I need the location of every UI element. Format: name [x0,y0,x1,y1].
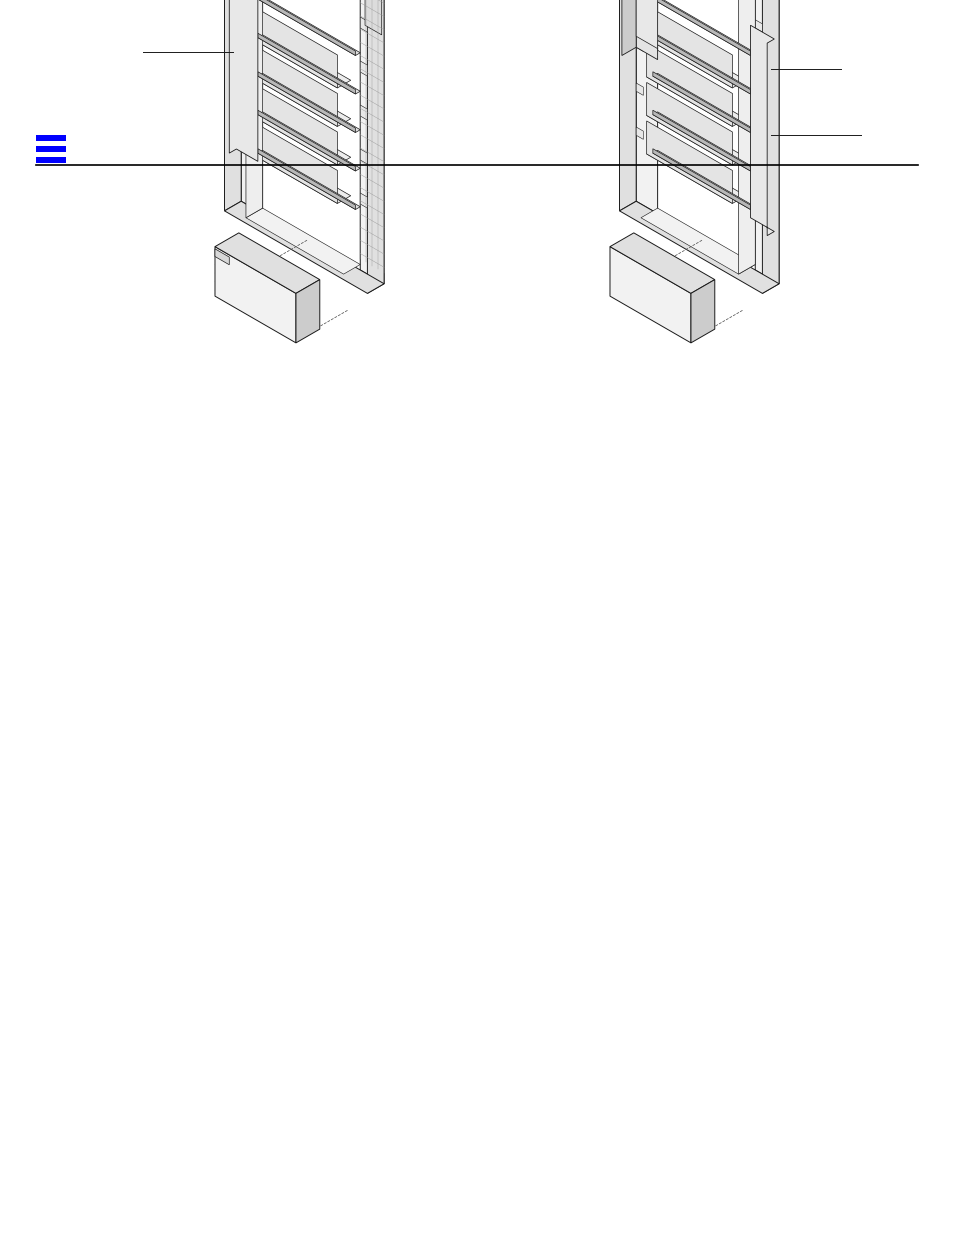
Polygon shape [755,107,761,120]
Polygon shape [224,201,384,294]
Polygon shape [252,31,351,88]
Polygon shape [214,233,319,294]
Polygon shape [652,110,750,170]
Polygon shape [252,146,351,204]
Polygon shape [241,127,248,140]
Polygon shape [636,0,657,59]
Polygon shape [636,0,657,214]
Polygon shape [652,35,755,94]
Polygon shape [609,247,690,343]
Polygon shape [295,279,319,343]
Polygon shape [367,0,384,294]
Polygon shape [646,121,732,204]
Polygon shape [360,17,367,32]
Polygon shape [761,0,779,294]
Polygon shape [636,127,642,140]
Polygon shape [214,248,229,264]
Polygon shape [257,0,355,56]
Polygon shape [360,0,384,284]
Polygon shape [224,0,241,211]
Polygon shape [652,0,755,56]
Polygon shape [755,64,761,77]
Polygon shape [360,193,367,209]
Polygon shape [652,72,750,132]
Polygon shape [640,209,755,274]
Polygon shape [750,25,774,236]
Polygon shape [360,61,367,77]
Polygon shape [618,0,636,211]
Polygon shape [241,83,248,95]
Polygon shape [755,20,761,32]
Polygon shape [646,44,732,126]
Polygon shape [252,83,337,165]
Polygon shape [652,0,750,56]
Polygon shape [646,107,745,165]
Polygon shape [652,112,755,170]
Bar [36,157,66,163]
Polygon shape [755,152,761,164]
Polygon shape [618,201,779,294]
Polygon shape [646,83,732,165]
Polygon shape [652,148,750,210]
Polygon shape [755,0,779,284]
Polygon shape [241,40,248,52]
Polygon shape [241,0,248,7]
Polygon shape [646,31,745,88]
Polygon shape [755,196,761,209]
Polygon shape [690,279,714,343]
Polygon shape [365,0,381,35]
Polygon shape [621,0,636,56]
Polygon shape [252,107,351,165]
Polygon shape [241,0,262,214]
Polygon shape [652,33,750,94]
Polygon shape [652,151,755,210]
Polygon shape [257,0,360,56]
Polygon shape [214,247,295,343]
Polygon shape [257,112,360,170]
Polygon shape [646,5,732,88]
Polygon shape [252,44,337,126]
Polygon shape [257,148,355,210]
Bar [36,146,66,152]
Polygon shape [646,146,745,204]
Polygon shape [636,40,642,52]
Polygon shape [257,110,355,170]
Bar [36,135,66,141]
Polygon shape [257,73,360,132]
Polygon shape [252,121,337,204]
Polygon shape [360,149,367,164]
Polygon shape [257,35,360,94]
Polygon shape [646,69,745,126]
Polygon shape [738,0,755,274]
Polygon shape [257,72,355,132]
Polygon shape [636,83,642,95]
Polygon shape [636,0,657,48]
Polygon shape [360,105,367,120]
Polygon shape [652,73,755,132]
Polygon shape [257,33,355,94]
Polygon shape [252,5,337,88]
Polygon shape [229,0,257,162]
Polygon shape [636,0,642,7]
Polygon shape [257,151,360,210]
Polygon shape [246,209,360,274]
Polygon shape [252,69,351,126]
Polygon shape [246,0,262,217]
Polygon shape [609,233,714,294]
